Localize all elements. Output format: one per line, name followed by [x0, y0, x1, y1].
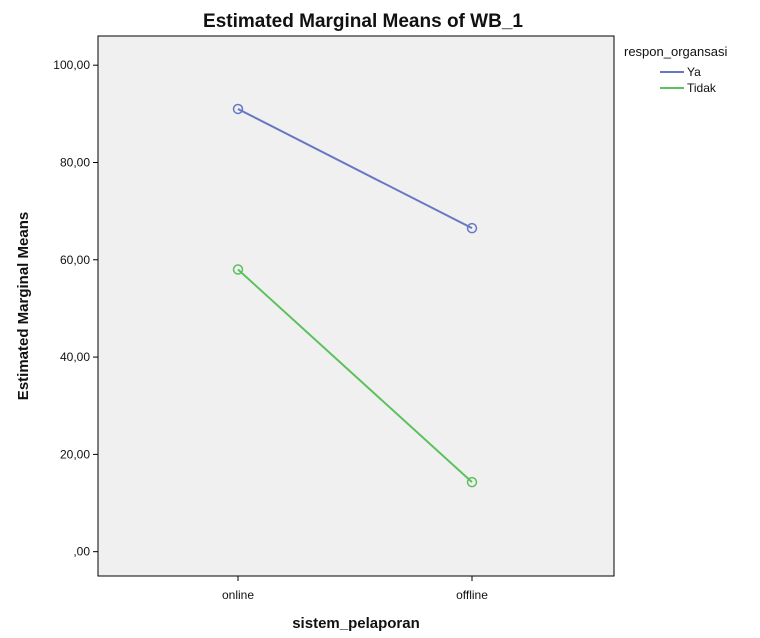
y-axis-title: Estimated Marginal Means [15, 212, 32, 400]
legend: respon_organsasi Ya Tidak [624, 44, 727, 95]
data-point-ya-online [232, 103, 244, 115]
y-tick-label: 80,00 [60, 155, 90, 169]
chart-title: Estimated Marginal Means of WB_1 [203, 11, 523, 32]
x-axis: online offline [222, 576, 488, 602]
series-line-tidak [237, 268, 473, 483]
series-line-ya [237, 108, 473, 230]
series-layer [232, 103, 478, 488]
legend-label-ya: Ya [687, 65, 701, 79]
x-axis-title: sistem_pelaporan [292, 615, 420, 632]
x-tick-label: online [222, 588, 254, 602]
y-axis: ,00 20,00 40,00 60,00 80,00 100,00 [53, 58, 98, 559]
x-tick-label: offline [456, 588, 488, 602]
y-tick-label: 100,00 [53, 58, 90, 72]
data-point-ya-offline [466, 222, 478, 234]
legend-label-tidak: Tidak [687, 81, 717, 95]
y-tick-label: 40,00 [60, 350, 90, 364]
legend-title: respon_organsasi [624, 44, 727, 59]
data-point-tidak-offline [466, 476, 478, 488]
data-point-tidak-online [232, 264, 244, 275]
y-tick-label: 60,00 [60, 253, 90, 267]
y-tick-label: ,00 [73, 545, 90, 559]
plot-area [97, 35, 615, 577]
y-tick-label: 20,00 [60, 447, 90, 461]
